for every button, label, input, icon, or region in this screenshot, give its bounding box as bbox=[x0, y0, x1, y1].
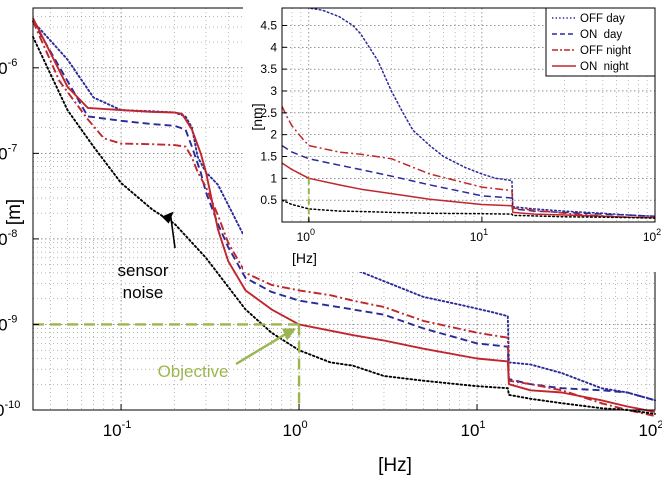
main-x-tick-exponent: 1 bbox=[479, 419, 485, 431]
main-tick-labels: 10-110010110210-1010-910-810-710-6 bbox=[0, 57, 662, 440]
main-y-tick-exponent: -9 bbox=[8, 313, 18, 325]
main-x-tick-label: 100 bbox=[283, 419, 308, 440]
main-y-tick-exponent: -10 bbox=[5, 399, 21, 411]
inset-y-tick-label: 4 bbox=[270, 40, 277, 54]
inset-x-tick-exponent: 2 bbox=[656, 227, 661, 237]
legend-label-on-day: ON day bbox=[580, 29, 622, 41]
main-x-tick-label: 102 bbox=[638, 419, 662, 440]
sensor-noise-label: sensor bbox=[117, 261, 168, 280]
inset-y-tick-label: 2 bbox=[270, 128, 277, 142]
main-y-tick-exponent: -8 bbox=[8, 228, 18, 240]
main-x-tick-exponent: -1 bbox=[122, 419, 132, 431]
legend-box bbox=[545, 7, 656, 77]
inset-x-tick-exponent: 1 bbox=[483, 227, 488, 237]
main-y-tick-label: 10-10 bbox=[0, 399, 20, 420]
inset-plot-frame bbox=[281, 7, 656, 223]
legend-label-on-night: ON night bbox=[580, 61, 629, 73]
main-y-tick-label: 10-6 bbox=[0, 57, 17, 78]
inset-series bbox=[282, 8, 655, 219]
inset-x-tick-exponent: 0 bbox=[310, 227, 315, 237]
main-series-on-night bbox=[32, 17, 656, 413]
main-y-tick-label: 10-8 bbox=[0, 228, 17, 249]
main-y-tick-label: 10-7 bbox=[0, 142, 17, 163]
inset-y-tick-label: 4.5 bbox=[260, 18, 277, 32]
inset-y-tick-label: 2.5 bbox=[260, 106, 277, 120]
sensor-noise-arrow-line bbox=[169, 215, 176, 249]
objective-arrow-head bbox=[282, 328, 297, 341]
inset-series-off-night bbox=[282, 105, 655, 219]
inset-legend: OFF day ON day OFF night ON night bbox=[545, 7, 656, 77]
inset-y-tick-label: 3.5 bbox=[260, 62, 277, 76]
main-annotations: sensor noise Objective bbox=[117, 211, 297, 381]
sensor-noise-label: noise bbox=[123, 283, 164, 302]
inset-y-tick-label: 1.5 bbox=[260, 149, 277, 163]
inset-y-axis-label: [nm] bbox=[249, 103, 265, 130]
main-y-tick-label: 10-9 bbox=[0, 313, 17, 334]
main-series-off-night bbox=[32, 20, 656, 417]
legend-label-off-day: OFF day bbox=[580, 13, 625, 25]
inset-x-axis-label: [Hz] bbox=[292, 250, 317, 266]
legend-label-off-night: OFF night bbox=[580, 45, 632, 57]
inset-frame bbox=[281, 7, 656, 223]
inset-y-tick-label: 1 bbox=[270, 171, 277, 185]
inset-y-tick-label: 0.5 bbox=[260, 193, 277, 207]
inset-series-on-night bbox=[282, 162, 655, 219]
main-y-tick-exponent: -6 bbox=[8, 57, 18, 69]
main-x-tick-exponent: 2 bbox=[657, 419, 662, 431]
main-x-tick-label: 101 bbox=[461, 419, 486, 440]
main-x-axis-label: [Hz] bbox=[378, 455, 412, 476]
inset-series-on-day bbox=[282, 144, 655, 218]
sensor-noise-arrow-head bbox=[161, 211, 174, 224]
main-x-tick-exponent: 0 bbox=[301, 419, 307, 431]
main-y-axis-label: [m] bbox=[4, 199, 25, 225]
inset-y-tick-label: 3 bbox=[270, 84, 277, 98]
main-objective bbox=[33, 323, 301, 410]
objective-label: Objective bbox=[158, 362, 229, 381]
inset-series-sensor-noise bbox=[282, 199, 655, 219]
main-series-sensor-noise bbox=[32, 35, 656, 415]
inset-series-off-day bbox=[304, 8, 655, 218]
main-x-tick-label: 10-1 bbox=[103, 419, 132, 440]
main-y-tick-exponent: -7 bbox=[8, 142, 18, 154]
objective-arrow-line bbox=[235, 333, 286, 366]
